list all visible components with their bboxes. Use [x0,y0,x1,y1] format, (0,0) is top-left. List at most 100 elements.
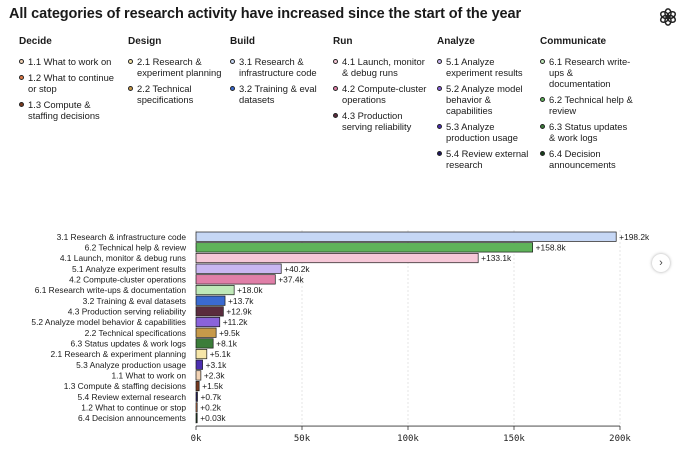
legend-item: 6.3 Status updates & work logs [540,121,636,143]
legend-swatch [540,124,545,129]
legend-label: 6.4 Decision announcements [549,148,616,170]
legend-label: 5.1 Analyze experiment results [446,56,523,78]
legend-label: 6.2 Technical help & review [549,94,633,116]
legend-heading: Analyze [437,36,475,47]
legend-swatch [333,59,338,64]
data-label: +12.9k [226,306,252,316]
legend-item: 5.1 Analyze experiment results [437,56,533,78]
bar [195,317,221,328]
data-label: +198.2k [619,232,650,242]
data-label: +0.03k [200,413,226,423]
bar [195,413,198,424]
legend-item: 1.3 Compute & staffing decisions [19,99,115,121]
bar-chart: 0k 50k 100k 150k 200k 3.1 Research & infrastr… [31,230,650,444]
bar [195,327,217,338]
legend-swatch [333,86,338,91]
bar [195,252,479,264]
legend-item: 1.2 What to continue or stop [19,72,115,94]
legend-swatch [128,86,133,91]
bar [195,263,282,274]
legend-label: 6.1 Research write-ups & documentation [549,56,631,89]
legend-column-communicate: Communicate 6.1 Research write-ups & docu… [540,36,636,175]
bar [195,274,276,285]
legend-swatch [540,59,545,64]
legend-item: 1.1 What to work on [19,56,115,67]
legend-label: 5.3 Analyze production usage [446,121,518,143]
data-label: +3.1k [206,360,228,370]
legend-swatch [540,151,545,156]
legend-label: 1.3 Compute & staffing decisions [28,99,100,121]
bar [195,370,202,381]
legend-label: 4.2 Compute-cluster operations [342,83,427,105]
legend-label: 6.3 Status updates & work logs [549,121,628,143]
legend-swatch [230,59,235,64]
category-label: 1.2 What to continue or stop [81,403,186,413]
category-label: 5.1 Analyze experiment results [72,264,186,274]
data-label: +40.2k [284,264,310,274]
category-label: 1.1 What to work on [112,371,187,381]
legend-item: 5.2 Analyze model behavior & capabilitie… [437,83,533,116]
data-label: +8.1k [216,339,238,349]
page-title: All categories of research activity have… [9,6,522,22]
category-legend: Decide 1.1 What to work on 1.2 What to con… [0,36,690,216]
legend-item: 6.4 Decision announcements [540,148,636,170]
chevron-right-icon: › [659,257,663,269]
data-label: +11.2k [223,317,249,327]
data-label: +2.3k [204,371,226,381]
legend-item: 2.1 Research & experiment planning [128,56,224,78]
category-label: 2.2 Technical specifications [85,328,186,338]
legend-item: 4.2 Compute-cluster operations [333,83,429,105]
category-label: 3.2 Training & eval datasets [83,296,186,306]
legend-swatch [19,102,24,107]
legend-item: 6.1 Research write-ups & documentation [540,56,636,89]
data-label: +0.7k [200,392,222,402]
data-label: +13.7k [228,296,254,306]
legend-label: 3.2 Training & eval datasets [239,83,317,105]
category-label: 5.4 Review external research [78,392,187,402]
category-label: 4.3 Production serving reliability [68,306,187,316]
legend-column-decide: Decide 1.1 What to work on 1.2 What to con… [19,36,115,126]
legend-column-design: Design 2.1 Research & experiment planning… [128,36,224,110]
legend-heading: Communicate [540,36,607,47]
legend-swatch [19,75,24,80]
legend-item: 2.2 Technical specifications [128,83,224,105]
x-tick-label: 0k [191,434,202,444]
bar [195,381,200,392]
category-label: 4.1 Launch, monitor & debug runs [60,253,186,263]
legend-swatch [540,97,545,102]
next-slide-button[interactable]: › [652,254,670,272]
bar [195,295,226,306]
legend-label: 1.1 What to work on [28,56,112,67]
category-label: 6.3 Status updates & work logs [71,339,186,349]
bar [195,391,198,402]
category-label: 1.3 Compute & staffing decisions [64,381,186,391]
bar [195,284,235,296]
x-tick-label: 50k [294,434,311,444]
data-label: +9.5k [219,328,241,338]
legend-heading: Decide [19,36,52,47]
legend-item: 5.4 Review external research [437,148,533,170]
data-label: +0.2k [200,403,222,413]
category-label: 6.4 Decision announcements [78,413,186,423]
category-label: 5.2 Analyze model behavior & capabilitie… [31,317,186,327]
legend-heading: Design [128,36,162,47]
data-label: +37.4k [278,274,304,284]
legend-swatch [333,113,338,118]
category-label: 6.2 Technical help & review [85,242,187,252]
category-label: 5.3 Analyze production usage [76,360,186,370]
data-label: +5.1k [210,349,232,359]
x-tick-label: 150k [503,434,525,444]
legend-heading: Run [333,36,353,47]
data-label: +158.8k [536,242,567,252]
legend-swatch [437,151,442,156]
legend-item: 3.2 Training & eval datasets [230,83,326,105]
bar [195,306,224,317]
category-label: 4.2 Compute-cluster operations [69,274,186,284]
bar [195,359,203,370]
legend-label: 1.2 What to continue or stop [28,72,114,94]
legend-heading: Build [230,36,255,47]
bar [195,242,534,253]
data-label: +18.0k [237,285,263,295]
category-label: 2.1 Research & experiment planning [51,349,187,359]
legend-item: 4.1 Launch, monitor & debug runs [333,56,429,78]
